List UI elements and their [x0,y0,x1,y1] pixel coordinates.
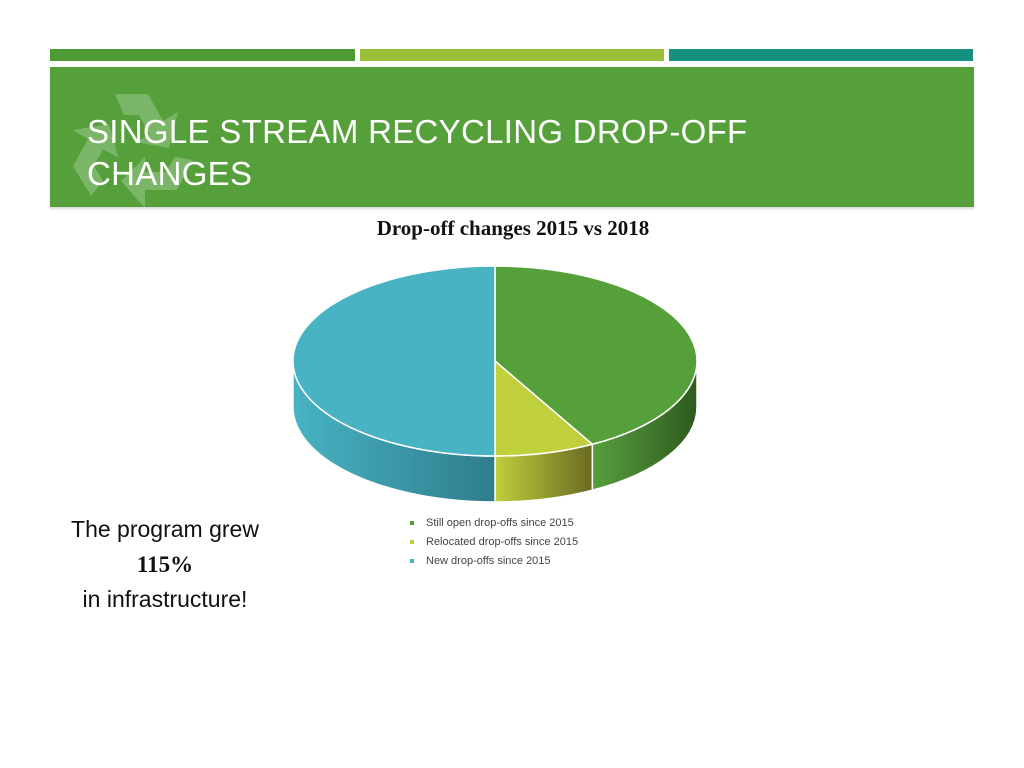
accent-bar-lime [360,49,664,61]
accent-bar-teal [669,49,973,61]
callout-highlight: 115% [136,552,194,577]
chart-legend: Still open drop-offs since 2015 Relocate… [410,513,578,570]
legend-label-new: New drop-offs since 2015 [426,554,551,567]
legend-item-new: New drop-offs since 2015 [410,551,578,570]
legend-marker-relocated [410,539,414,544]
legend-marker-still-open [410,520,414,525]
pie-slice-new [292,265,496,457]
growth-callout: The program grew 115% in infrastructure! [40,512,290,617]
chart-title: Drop-off changes 2015 vs 2018 [0,216,1024,241]
slide-header: SINGLE STREAM RECYCLING DROP-OFF CHANGES [50,67,974,207]
title-line-2: CHANGES [87,155,253,192]
callout-line-3: in infrastructure! [82,586,248,612]
accent-bar-green [50,49,355,61]
title-line-1: SINGLE STREAM RECYCLING DROP-OFF [87,113,748,150]
pie-tops [292,265,698,457]
pie-slice-still-open [494,265,698,446]
pie-slice-relocated [494,359,594,457]
callout-line-1: The program grew [71,516,259,542]
recycle-icon [73,94,193,207]
legend-label-relocated: Relocated drop-offs since 2015 [426,535,579,548]
legend-label-still-open: Still open drop-offs since 2015 [426,516,574,529]
legend-marker-new [410,558,414,563]
legend-item-still-open: Still open drop-offs since 2015 [410,513,578,532]
page-title: SINGLE STREAM RECYCLING DROP-OFF CHANGES [87,111,907,195]
legend-item-relocated: Relocated drop-offs since 2015 [410,532,578,551]
chart-title-text: Drop-off changes 2015 vs 2018 [376,216,650,240]
